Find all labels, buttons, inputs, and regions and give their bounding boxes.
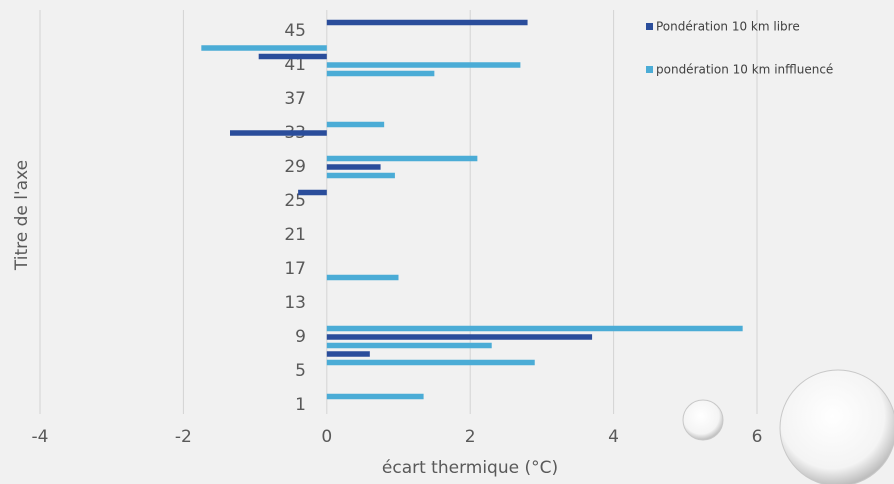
x-tick-label: -4 [32, 427, 49, 447]
bar [326, 62, 521, 68]
x-tick-label: 0 [321, 427, 332, 447]
bar [326, 393, 424, 400]
bar [326, 334, 593, 340]
bar [326, 351, 370, 357]
y-tick-label: 17 [284, 259, 306, 279]
bar [298, 189, 327, 196]
legend-swatch [646, 23, 653, 30]
legend-label: Pondération 10 km libre [656, 20, 800, 34]
bar [326, 359, 535, 366]
y-tick-label: 9 [295, 327, 306, 347]
decoration-bubble [682, 399, 724, 441]
bar [326, 172, 395, 179]
y-tick-label: 29 [284, 157, 306, 177]
x-tick-label: 4 [608, 427, 619, 447]
x-tick-label: 2 [465, 427, 476, 447]
bar [326, 155, 478, 162]
y-tick-label: 1 [295, 395, 306, 415]
x-axis-title: écart thermique (°C) [382, 458, 558, 478]
y-tick-label: 45 [284, 21, 306, 41]
bar [326, 342, 492, 349]
y-tick-label: 37 [284, 89, 306, 109]
decoration-bubble [779, 369, 894, 484]
x-tick-label: 6 [752, 427, 763, 447]
y-tick-label: 13 [284, 293, 306, 313]
bar [326, 19, 528, 26]
x-tick-label: -2 [175, 427, 192, 447]
legend-swatch [646, 66, 653, 73]
y-tick-label: 41 [284, 55, 306, 75]
bar [258, 53, 327, 60]
bar [326, 274, 399, 281]
y-tick-label: 5 [295, 361, 306, 381]
bar [201, 45, 327, 51]
y-tick-label: 25 [284, 191, 306, 211]
bar [326, 325, 743, 332]
bar [326, 164, 381, 170]
y-axis-title: Titre de l'axe [12, 160, 32, 271]
y-tick-label: 21 [284, 225, 306, 245]
bar [326, 70, 435, 77]
bar [230, 130, 327, 136]
legend-label: pondération 10 km inffluencé [656, 63, 833, 77]
bar [326, 121, 385, 128]
